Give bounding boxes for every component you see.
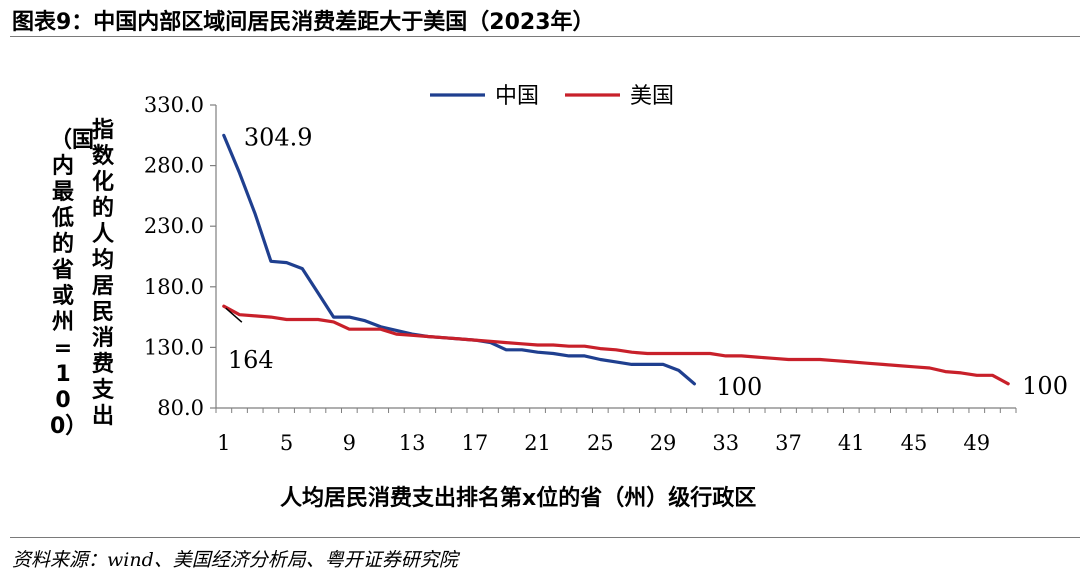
x-tick-label: 5 — [280, 431, 293, 455]
series-line-usa — [222, 304, 1010, 386]
x-tick-label: 9 — [343, 431, 356, 455]
annotation-leader — [225, 307, 243, 323]
figure-title: 图表9：中国内部区域间居民消费差距大于美国（2023年） — [12, 10, 595, 35]
y-tick-label: 180.0 — [144, 275, 204, 299]
y-axis-label-note: （国内最低的省或州=100） — [50, 128, 95, 439]
x-axis-label: 人均居民消费支出排名第x位的省（州）级行政区 — [280, 486, 757, 511]
data-label: 304.9 — [244, 123, 313, 151]
x-tick-label: 49 — [963, 431, 990, 455]
chart-legend: 中国 美国 — [430, 84, 674, 109]
line-chart: 80.0 130.0 180.0 230.0 280.0 330.0 1 5 9 13 17 21 25… — [144, 84, 1068, 455]
legend-label: 中国 — [495, 84, 539, 109]
x-tick-label: 13 — [399, 431, 426, 455]
data-label: 100 — [716, 373, 762, 401]
chart-axes: 80.0 130.0 180.0 230.0 280.0 330.0 1 5 9 13 17 21 25… — [144, 93, 1017, 455]
y-axis-label: 指数化的人均居民消费支出 — [91, 118, 114, 429]
series-line-china — [222, 133, 696, 386]
x-tick-label: 17 — [461, 431, 488, 455]
x-tick-label: 21 — [524, 431, 551, 455]
x-tick-label: 37 — [775, 431, 802, 455]
x-tick-label: 1 — [217, 431, 230, 455]
title-divider — [10, 36, 1080, 37]
data-label: 164 — [228, 346, 274, 374]
legend-label: 美国 — [630, 84, 674, 109]
y-tick-label: 330.0 — [144, 93, 204, 117]
x-tick-label: 25 — [587, 431, 614, 455]
x-tick-label: 45 — [901, 431, 928, 455]
chart-series — [222, 133, 1010, 386]
y-tick-label: 130.0 — [144, 335, 204, 359]
x-tick-label: 33 — [712, 431, 739, 455]
y-tick-label: 280.0 — [144, 154, 204, 178]
y-tick-label: 230.0 — [144, 214, 204, 238]
y-tick-label: 80.0 — [157, 396, 204, 420]
chart-annotations: 304.9 164 100 100 — [225, 123, 1068, 401]
data-label: 100 — [1022, 372, 1068, 400]
x-tick-label: 41 — [838, 431, 865, 455]
figure-source: 资料来源：wind、美国经济分析局、粤开证券研究院 — [12, 549, 458, 571]
x-tick-label: 29 — [650, 431, 677, 455]
source-divider — [10, 537, 1080, 538]
